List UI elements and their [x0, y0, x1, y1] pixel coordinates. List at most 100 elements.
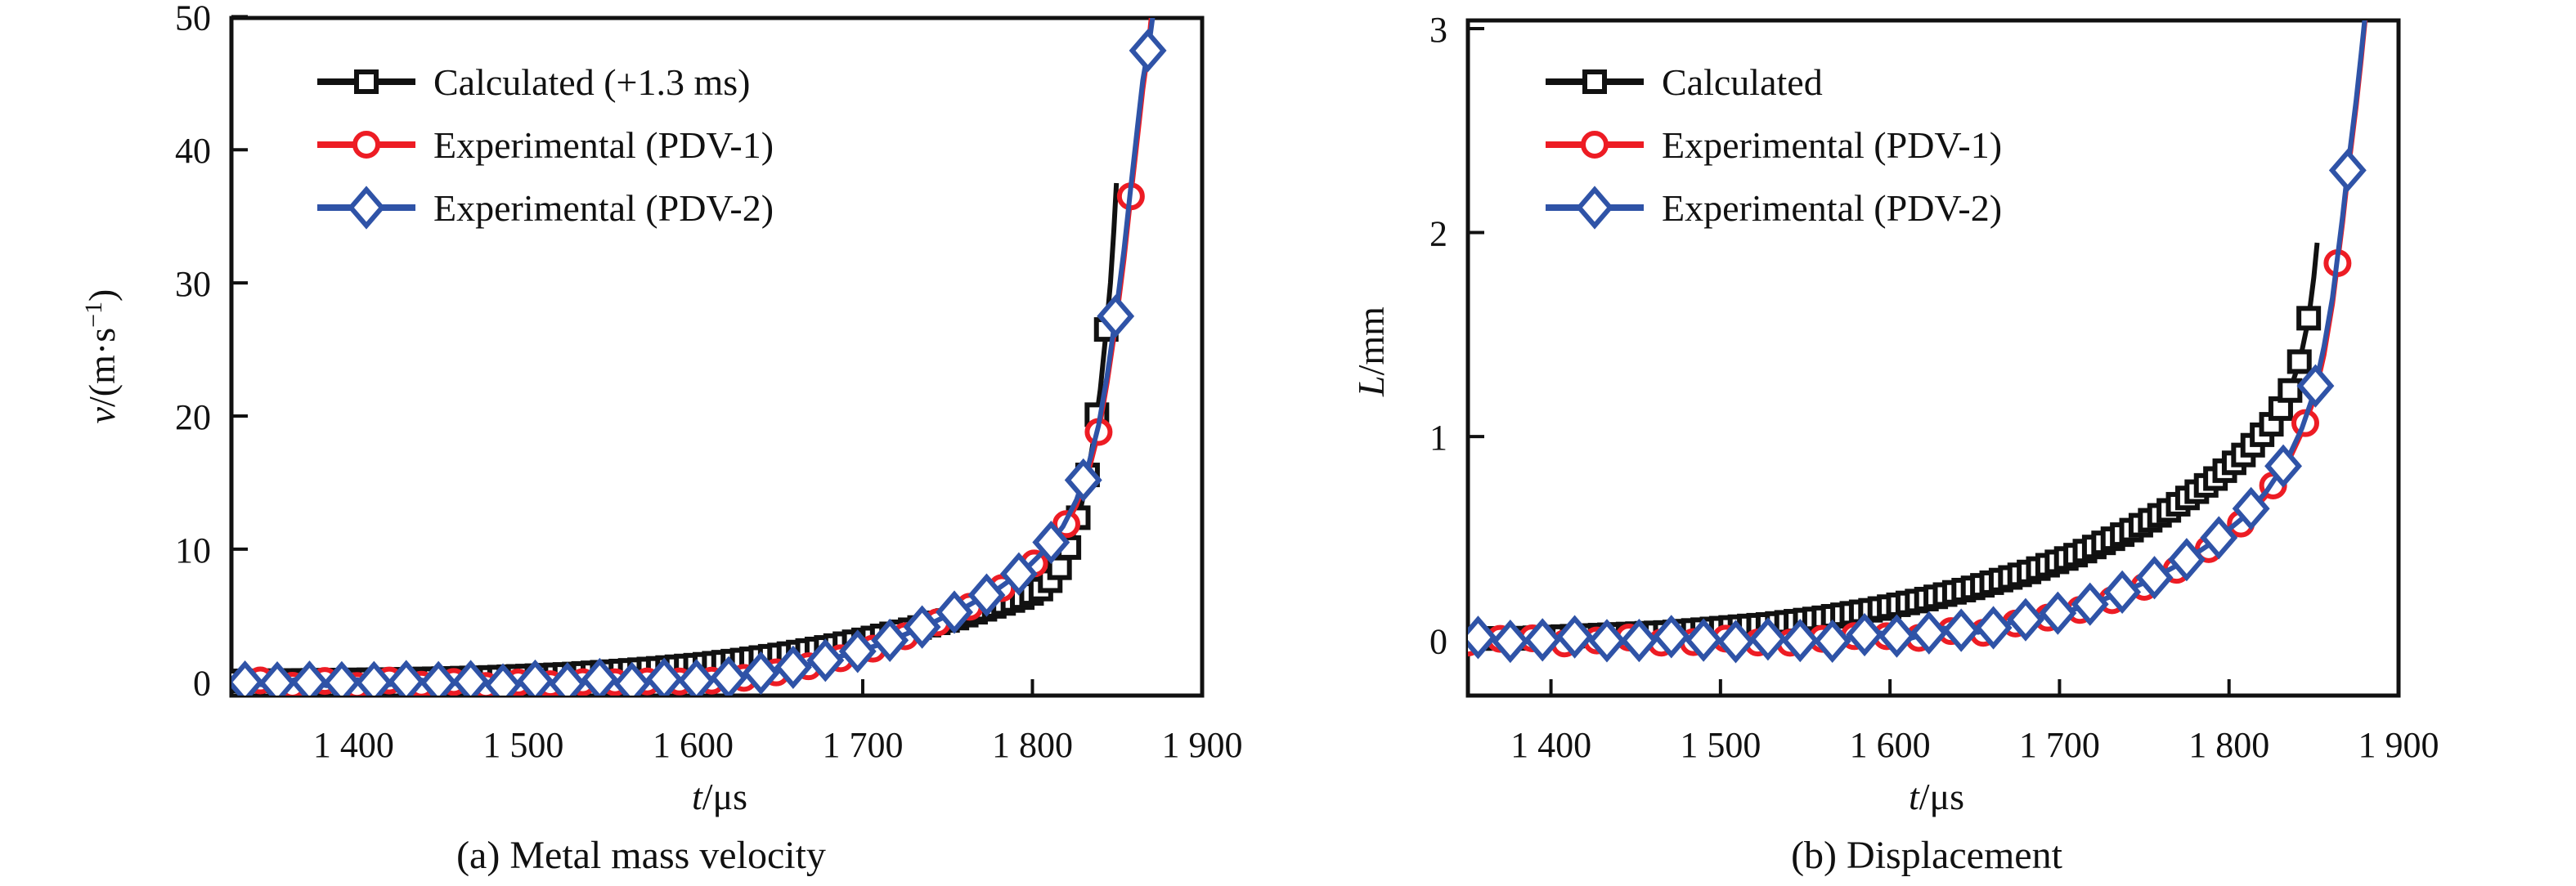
diamond-marker: [2264, 444, 2303, 488]
diamond-marker: [516, 659, 554, 696]
square-marker: [1582, 69, 1607, 94]
panel-a-x-axis-label: t/μs: [692, 776, 747, 817]
panel-a-caption: (a) Metal mass velocity: [456, 834, 826, 877]
diamond-marker: [1588, 619, 1626, 663]
diamond-marker: [322, 660, 361, 696]
diamond-marker: [2039, 591, 2077, 635]
diamond-marker: [258, 661, 296, 696]
diamond-marker: [484, 663, 522, 696]
diamond-marker: [1685, 618, 1723, 662]
x-tick-label: 1 800: [992, 725, 1073, 765]
diamond-marker: [1878, 614, 1916, 658]
panel-b-y-axis-label: L/mm: [1350, 307, 1392, 397]
diamond-marker: [967, 573, 1006, 617]
panel-b-legend-label-pdv2: Experimental (PDV-2): [1662, 187, 2002, 229]
diamond-marker: [2296, 364, 2335, 408]
diamond-marker: [1717, 620, 1755, 664]
diamond-marker: [936, 590, 973, 634]
diamond-marker: [2232, 486, 2270, 530]
diamond-marker: [355, 660, 393, 696]
diamond-marker: [451, 660, 490, 696]
y-tick-label: 0: [193, 664, 211, 704]
diamond-marker: [2135, 556, 2174, 600]
diamond-marker: [1064, 458, 1102, 502]
diamond-marker: [581, 657, 619, 696]
diamond-marker: [1942, 608, 1981, 652]
diamond-marker: [1620, 619, 1658, 663]
diamond-marker: [1846, 612, 1884, 657]
x-tick-label: 1 400: [1510, 725, 1591, 765]
panel-a-legend-label-calculated: Calculated (+1.3 ms): [433, 61, 750, 103]
diamond-marker: [1129, 29, 1167, 73]
panel-a-plot: 1 400 1 500 1 600 1 700 1 800 1 900 0 10 20 30 40 5…: [175, 0, 1243, 765]
panel-b-series: [1468, 20, 2368, 664]
square-marker: [2296, 306, 2322, 331]
diamond-marker: [420, 660, 458, 696]
diamond-marker: [838, 629, 877, 673]
diamond-marker: [1748, 617, 1787, 661]
panel-b-legend-label-pdv1: Experimental (PDV-1): [1662, 124, 2002, 166]
diamond-marker: [2071, 582, 2109, 626]
diamond-marker: [742, 651, 780, 696]
y-tick-label: 1: [1429, 418, 1447, 458]
y-tick-label: 3: [1429, 10, 1447, 50]
x-tick-label: 1 900: [2358, 725, 2439, 765]
series-square: [231, 182, 1120, 694]
circle-marker: [352, 131, 380, 159]
series-diamond: [1468, 20, 2367, 664]
diamond-marker: [1974, 606, 2013, 650]
panel-a-axes-box: [229, 16, 1205, 698]
diamond-marker: [348, 186, 385, 230]
square-marker: [354, 69, 379, 94]
circle-marker: [1581, 131, 1609, 159]
panel-b-legend-glyphs: [1546, 69, 1644, 230]
panel-a-legend-glyphs: [317, 69, 415, 230]
diamond-marker: [2167, 538, 2206, 582]
x-tick-label: 1 500: [1680, 725, 1761, 765]
diamond-marker: [2103, 570, 2142, 614]
panel-a-legend-label-pdv1: Experimental (PDV-1): [433, 124, 774, 166]
x-tick-label: 1 600: [1850, 725, 1931, 765]
diamond-marker: [1813, 619, 1851, 664]
square-marker: [2278, 378, 2303, 403]
y-tick-label: 50: [175, 0, 211, 38]
panel-b-legend-label-calculated: Calculated: [1662, 61, 1823, 103]
diamond-marker: [903, 605, 941, 649]
panel-a-y-axis-label: v/(m·s−1): [80, 289, 123, 424]
y-tick-label: 0: [1429, 622, 1447, 662]
x-tick-label: 1 700: [822, 725, 903, 765]
series-diamond: [231, 18, 1167, 696]
diamond-marker: [1781, 619, 1820, 663]
x-tick-label: 1 700: [2019, 725, 2100, 765]
diamond-marker: [290, 660, 329, 696]
diamond-marker: [645, 657, 684, 696]
panel-b-axes-box: [1465, 18, 2401, 698]
diamond-marker: [2007, 597, 2044, 642]
panel-a-series: [231, 18, 1167, 696]
x-tick-label: 1 800: [2188, 725, 2269, 765]
x-tick-label: 1 600: [653, 725, 734, 765]
series-square: [1468, 242, 2322, 651]
diamond-marker: [1468, 615, 1497, 660]
diamond-marker: [1491, 620, 1529, 664]
panel-b-caption: (b) Displacement: [1791, 834, 2063, 877]
diamond-marker: [1524, 618, 1562, 662]
x-tick-label: 1 400: [313, 725, 394, 765]
diamond-marker: [871, 618, 909, 662]
panel-a-legend-label-pdv2: Experimental (PDV-2): [433, 187, 774, 229]
diamond-marker: [1910, 611, 1948, 655]
diamond-marker: [1032, 520, 1070, 565]
diamond-marker: [774, 645, 812, 689]
y-tick-label: 10: [175, 530, 211, 571]
diamond-marker: [2200, 516, 2238, 560]
square-marker: [2287, 349, 2312, 374]
y-tick-label: 40: [175, 131, 211, 171]
panel-b-plot: 1 400 1 500 1 600 1 700 1 800 1 900 0 1 2 3: [1429, 10, 2439, 765]
diamond-marker: [1097, 294, 1135, 338]
diamond-marker: [806, 638, 845, 682]
x-tick-label: 1 900: [1162, 725, 1243, 765]
series-line: [1470, 242, 2320, 642]
panel-b-x-axis-label: t/μs: [1909, 776, 1964, 817]
